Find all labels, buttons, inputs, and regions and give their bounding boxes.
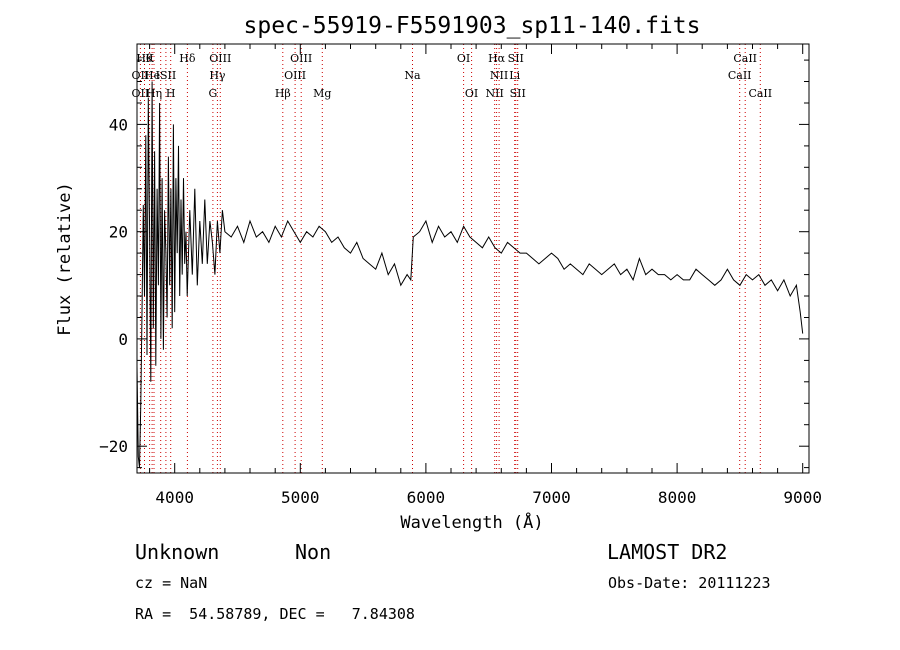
- x-tick-label: 9000: [783, 488, 822, 507]
- line-label: OIII: [290, 52, 312, 65]
- x-axis-label: Wavelength (Å): [400, 511, 543, 533]
- x-tick-label: 5000: [281, 488, 320, 507]
- line-label: OIII: [209, 52, 231, 65]
- line-label: NII: [490, 69, 508, 82]
- line-label: Hη: [146, 87, 162, 100]
- redshift-cz: cz = NaN: [135, 574, 208, 592]
- line-label: NII: [486, 87, 504, 100]
- y-tick-label: 0: [118, 330, 128, 349]
- x-tick-label: 8000: [658, 488, 697, 507]
- survey-name: LAMOST DR2: [607, 540, 728, 564]
- line-label: Hθ: [136, 52, 153, 65]
- y-tick-label: 20: [109, 223, 128, 242]
- line-label: H: [166, 87, 176, 100]
- emission-line-markers: [139, 44, 761, 473]
- line-label: SII: [508, 52, 524, 65]
- line-label: Na: [404, 69, 421, 82]
- ra-dec-coordinates: RA = 54.58789, DEC = 7.84308: [135, 605, 415, 623]
- line-label: Li: [509, 69, 520, 82]
- plot-frame: [136, 43, 810, 474]
- line-label: Hα: [488, 52, 506, 65]
- chart-title: spec-55919-F5591903_sp11-140.fits: [244, 13, 701, 39]
- line-label: Mg: [313, 87, 331, 100]
- spectrum-line: [136, 81, 804, 468]
- x-tick-label: 4000: [155, 488, 194, 507]
- line-label: OI: [465, 87, 478, 100]
- observation-date: Obs-Date: 20111223: [608, 574, 771, 592]
- line-label: OIII: [284, 69, 306, 82]
- line-label: CaII: [733, 52, 757, 65]
- x-tick-label: 7000: [532, 488, 571, 507]
- line-label: Hβ: [275, 87, 291, 100]
- x-tick-label: 6000: [407, 488, 446, 507]
- y-tick-label: 40: [109, 115, 128, 134]
- object-subclass: Non: [295, 540, 332, 564]
- line-label: Hδ: [179, 52, 196, 65]
- axis-ticks: 4000 5000 6000 7000 8000 9000 −20 0 20 40: [99, 44, 822, 507]
- line-label: OII: [132, 87, 150, 100]
- object-class: Unknown: [135, 540, 220, 564]
- line-label: OI: [457, 52, 470, 65]
- line-label: G: [209, 87, 218, 100]
- line-label: K: [145, 52, 154, 65]
- line-label: He: [144, 69, 160, 82]
- line-label: Hγ: [209, 69, 226, 82]
- line-label: CaII: [748, 87, 772, 100]
- y-tick-label: −20: [99, 437, 128, 456]
- line-label: OII: [132, 69, 150, 82]
- y-axis-label: Flux (relative): [55, 182, 75, 336]
- line-label: CaII: [728, 69, 752, 82]
- line-label: ISII: [156, 69, 177, 82]
- line-label: SII: [510, 87, 526, 100]
